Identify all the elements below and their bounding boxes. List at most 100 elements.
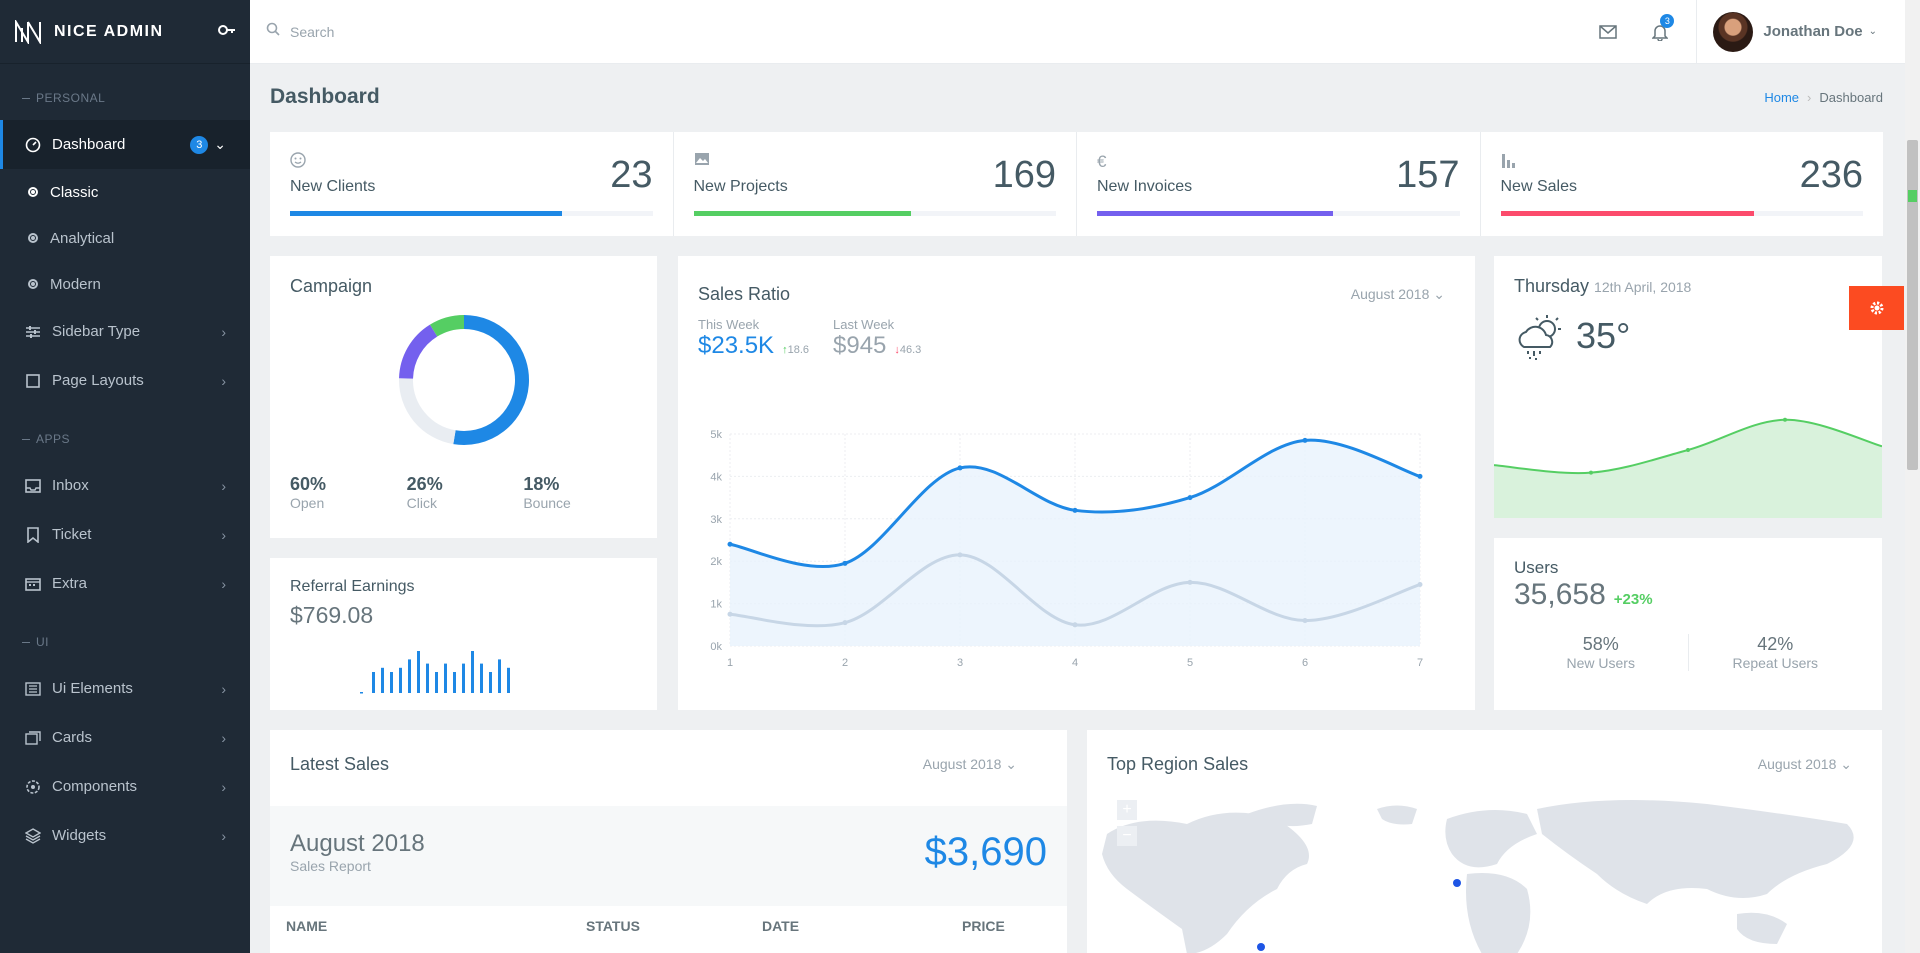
x-tick-label: 1 bbox=[727, 657, 733, 669]
breadcrumb: Home › Dashboard bbox=[1764, 90, 1883, 105]
users-count: 35,658 bbox=[1514, 578, 1606, 611]
stat-label: New Sales bbox=[1500, 178, 1577, 195]
sales-summary: August 2018 Sales Report $3,690 bbox=[270, 806, 1067, 906]
campaign-donut-chart bbox=[399, 315, 529, 445]
data-point[interactable] bbox=[1302, 618, 1308, 624]
y-tick-label: 3k bbox=[710, 514, 722, 526]
stat-label: New Clients bbox=[290, 178, 376, 195]
sidebar-item-widgets[interactable]: Widgets › bbox=[0, 811, 250, 860]
last-week-change: ↓46.3 bbox=[894, 344, 921, 356]
new-users-label: New Users bbox=[1566, 655, 1635, 671]
sidebar-item-inbox[interactable]: Inbox › bbox=[0, 461, 250, 510]
topbar: Search 3 Jonathan Doe ⌄ bbox=[250, 0, 1905, 64]
bookmark-icon bbox=[24, 526, 42, 544]
brand[interactable]: NICE ADMIN bbox=[0, 0, 250, 64]
sidebar-item-page-layouts[interactable]: Page Layouts › bbox=[0, 356, 250, 405]
period-select[interactable]: August 2018 ⌄ bbox=[1758, 756, 1852, 773]
referral-bar bbox=[408, 659, 411, 693]
bar-chart-icon bbox=[1501, 152, 1864, 172]
progress-bar bbox=[290, 211, 653, 216]
sidebar-subitem-analytical[interactable]: Analytical bbox=[0, 215, 250, 261]
weather-date: 12th April, 2018 bbox=[1594, 279, 1692, 295]
stats-row: New Clients 23 New Projects 169 € New In… bbox=[270, 132, 1883, 236]
layers-icon bbox=[24, 827, 42, 845]
breadcrumb-current: Dashboard bbox=[1819, 89, 1883, 105]
data-point[interactable] bbox=[1187, 579, 1193, 585]
topbar-right: 3 Jonathan Doe ⌄ bbox=[1582, 0, 1905, 64]
user-menu[interactable]: Jonathan Doe ⌄ bbox=[1696, 0, 1905, 64]
data-point[interactable] bbox=[1072, 507, 1078, 513]
campaign-pct: 18% bbox=[523, 474, 560, 494]
data-point[interactable] bbox=[1417, 582, 1423, 588]
sidebar-subitem-label: Modern bbox=[50, 275, 101, 293]
page-title: Dashboard bbox=[270, 85, 380, 108]
referral-bar bbox=[498, 659, 501, 693]
image-icon bbox=[694, 152, 1057, 172]
weather-card: Thursday 12th April, 2018 35 ° bbox=[1494, 256, 1882, 518]
x-tick-label: 4 bbox=[1072, 657, 1078, 669]
data-point[interactable] bbox=[1417, 473, 1423, 479]
sidebar-item-cards[interactable]: Cards › bbox=[0, 713, 250, 762]
chevron-down-icon: ⌄ bbox=[1005, 756, 1017, 772]
sidebar-item-label: Ticket bbox=[52, 526, 92, 543]
sidebar-subitem-classic[interactable]: Classic bbox=[0, 169, 250, 215]
zoom-out-button[interactable]: − bbox=[1117, 826, 1137, 846]
data-point[interactable] bbox=[957, 552, 963, 558]
smile-icon bbox=[290, 152, 653, 172]
sidebar-item-components[interactable]: Components › bbox=[0, 762, 250, 811]
sales-table-header: NAME STATUS DATE PRICE bbox=[270, 918, 1067, 934]
search-bar[interactable]: Search bbox=[250, 22, 650, 41]
search-input[interactable]: Search bbox=[290, 23, 335, 40]
sidebar-item-dashboard[interactable]: Dashboard 3 ⌄ bbox=[0, 120, 250, 169]
scrollbar-thumb[interactable] bbox=[1907, 140, 1918, 470]
donut-slice-click bbox=[399, 378, 456, 445]
data-point[interactable] bbox=[957, 465, 963, 471]
chevron-right-icon: › bbox=[221, 323, 226, 340]
this-week-label: This Week bbox=[698, 317, 760, 332]
stat-value: 157 bbox=[1396, 154, 1460, 196]
column-header[interactable]: PRICE bbox=[962, 918, 1005, 934]
data-point[interactable] bbox=[842, 560, 848, 566]
data-point[interactable] bbox=[842, 620, 848, 626]
notifications-button[interactable]: 3 bbox=[1634, 0, 1686, 64]
sales-total: $3,690 bbox=[924, 830, 1047, 874]
referral-bar bbox=[471, 651, 474, 693]
data-point[interactable] bbox=[1187, 495, 1193, 501]
data-point[interactable] bbox=[1302, 437, 1308, 443]
chevron-down-icon: ⌄ bbox=[1840, 756, 1852, 772]
campaign-stat: 26% Click bbox=[407, 474, 524, 511]
data-point[interactable] bbox=[1072, 622, 1078, 628]
sidebar-item-ticket[interactable]: Ticket › bbox=[0, 510, 250, 559]
column-header[interactable]: NAME bbox=[286, 918, 328, 934]
world-map bbox=[1102, 800, 1854, 953]
data-point[interactable] bbox=[727, 611, 733, 617]
breadcrumb-home[interactable]: Home bbox=[1764, 89, 1800, 105]
sidebar-item-label: Sidebar Type bbox=[52, 323, 141, 340]
circle-icon bbox=[28, 279, 38, 289]
stat-label: New Invoices bbox=[1097, 178, 1193, 195]
sidebar-subitem-modern[interactable]: Modern bbox=[0, 261, 250, 307]
sidebar-item-sidebar-type[interactable]: Sidebar Type › bbox=[0, 307, 250, 356]
chevron-right-icon: › bbox=[1807, 89, 1812, 105]
period-select[interactable]: August 2018 ⌄ bbox=[1351, 286, 1445, 303]
sidebar-item-label: Inbox bbox=[52, 477, 89, 494]
progress-fill bbox=[1097, 211, 1333, 216]
period-select-value: August 2018 bbox=[1757, 756, 1837, 772]
sidebar-toggle-icon[interactable] bbox=[218, 23, 236, 40]
period-select[interactable]: August 2018 ⌄ bbox=[923, 756, 1017, 773]
card-title: Referral Earnings bbox=[290, 578, 415, 595]
column-header[interactable]: STATUS bbox=[586, 918, 640, 934]
settings-button[interactable] bbox=[1849, 286, 1904, 330]
column-header[interactable]: DATE bbox=[762, 918, 800, 934]
data-point[interactable] bbox=[727, 541, 733, 547]
sidebar-item-ui-elements[interactable]: Ui Elements › bbox=[0, 664, 250, 713]
last-week-value: $945 bbox=[833, 332, 887, 359]
sliders-icon bbox=[24, 323, 42, 341]
vertical-scrollbar[interactable] bbox=[1905, 0, 1920, 953]
stat-value: 169 bbox=[992, 154, 1056, 196]
mail-button[interactable] bbox=[1582, 0, 1634, 64]
progress-fill bbox=[1500, 211, 1755, 216]
zoom-in-button[interactable]: + bbox=[1117, 800, 1137, 820]
sidebar-item-extra[interactable]: Extra › bbox=[0, 559, 250, 608]
last-week-change-value: 46.3 bbox=[899, 344, 922, 356]
